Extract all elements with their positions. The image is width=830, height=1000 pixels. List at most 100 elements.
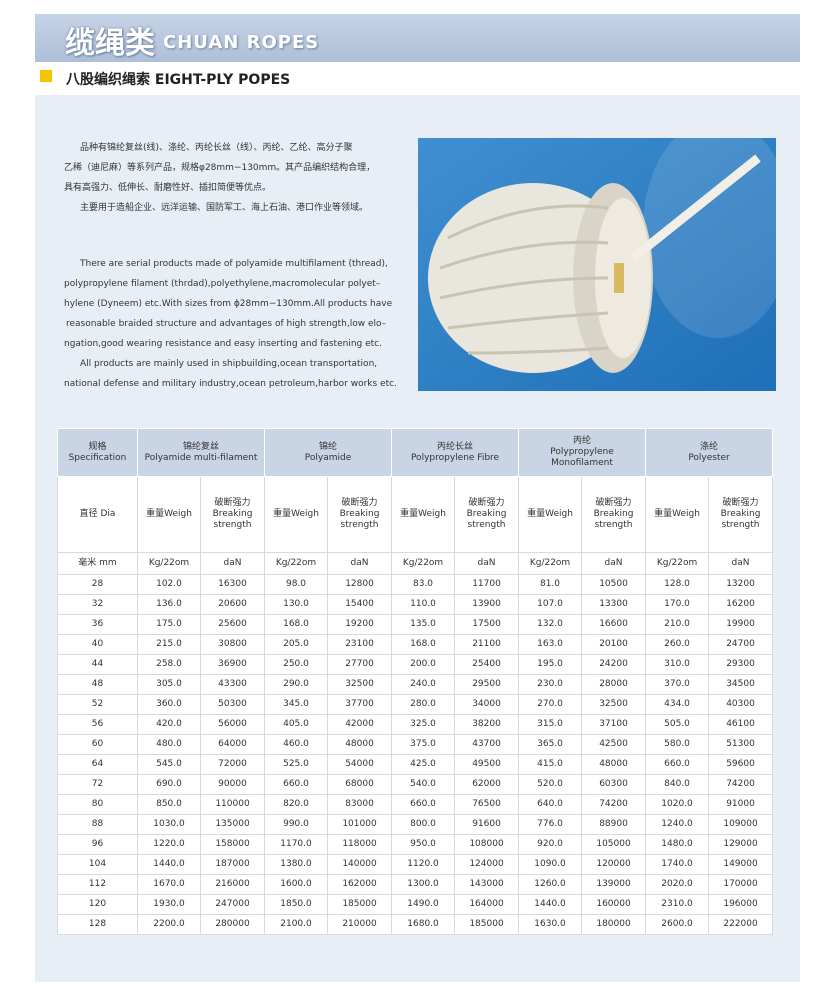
data-cell: 425.0 [391,754,456,775]
intro-cn-line: 乙稀（迪尼麻）等系列产品，规格φ28mm−130mm。其产品编织结构合理， [64,163,376,173]
data-cell: 40 [57,634,138,655]
data-cell: 505.0 [645,714,710,735]
data-cell: 12800 [326,574,393,595]
data-cell: 23100 [326,634,393,655]
data-row: 36 175.0 25600 168.0 19200 135.0 17500 132.0 166… [57,614,774,635]
subheader-line: 重量Weigh [400,509,446,519]
spec-table: 规格 Specification 锦纶复丝 Polyamide multi-filam… [57,428,774,935]
unit-cell: daN [326,552,393,575]
data-cell: 19200 [326,614,393,635]
data-cell: 143000 [454,874,520,895]
data-cell: 25400 [454,654,520,675]
data-cell: 149000 [708,854,774,875]
banner: 缆绳类 CHUAN ROPES [35,14,800,62]
section-title-en: EIGHT-PLY POPES [154,72,291,88]
data-cell: 38200 [454,714,520,735]
data-cell: 98.0 [264,574,328,595]
data-cell: 580.0 [645,734,710,755]
data-cell: 108000 [454,834,520,855]
data-cell: 49500 [454,754,520,775]
subheader-line: 破断强力 [214,498,251,508]
data-cell: 37700 [326,694,393,715]
data-cell: 80 [57,794,138,815]
intro-en-line: All products are mainly used in shipbuil… [80,359,378,369]
data-cell: 1020.0 [645,794,710,815]
data-cell: 29500 [454,674,520,695]
data-row: 72 690.0 90000 660.0 68000 540.0 62000 520.0 603… [57,774,774,795]
data-cell: 1440.0 [518,894,583,915]
data-cell: 107.0 [518,594,583,615]
data-cell: 660.0 [645,754,710,775]
unit-cell: daN [454,552,520,575]
data-cell: 850.0 [137,794,201,815]
data-cell: 215.0 [137,634,201,655]
subheader-cell: 重量Weigh [264,476,328,553]
data-cell: 1680.0 [391,914,456,935]
subheader-cell: 直径 Dia [57,476,138,553]
subheader-line: Breaking [339,509,380,519]
data-cell: 1220.0 [137,834,201,855]
data-cell: 1300.0 [391,874,456,895]
unit-cell: daN [200,552,265,575]
data-cell: 1630.0 [518,914,583,935]
group-header: 锦纶复丝 Polyamide multi-filament [137,428,265,477]
data-cell: 160000 [581,894,647,915]
data-cell: 90000 [200,774,265,795]
data-cell: 280.0 [391,694,456,715]
data-cell: 168.0 [391,634,456,655]
subheader-line: 破断强力 [722,498,759,508]
data-cell: 46100 [708,714,774,735]
unit-cell: Kg/22om [391,552,456,575]
header-row: 规格 Specification 锦纶复丝 Polyamide multi-filam… [57,428,774,477]
group-header-cn: 丙纶长丝 [437,441,474,452]
data-cell: 43700 [454,734,520,755]
data-cell: 196000 [708,894,774,915]
data-cell: 83.0 [391,574,456,595]
data-cell: 64000 [200,734,265,755]
data-cell: 118000 [326,834,393,855]
data-cell: 2200.0 [137,914,201,935]
data-cell: 216000 [200,874,265,895]
banner-title-en: CHUAN ROPES [163,32,320,53]
spec-header-line: Specification [68,452,127,463]
data-cell: 800.0 [391,814,456,835]
data-cell: 247000 [200,894,265,915]
subheader-cell: 破断强力 Breaking strength [708,476,774,553]
data-row: 44 258.0 36900 250.0 27700 200.0 25400 195.0 242… [57,654,774,675]
data-cell: 1930.0 [137,894,201,915]
spec-header-line: 规格 [88,441,107,452]
data-cell: 920.0 [518,834,583,855]
subheader-cell: 破断强力 Breaking strength [454,476,520,553]
data-cell: 1120.0 [391,854,456,875]
intro-en-line: national defense and military industry,o… [64,379,397,389]
data-cell: 525.0 [264,754,328,775]
data-cell: 68000 [326,774,393,795]
data-cell: 21100 [454,634,520,655]
subheader-line: 重量Weigh [146,509,192,519]
group-header-en: Polypropylene Fibre [410,452,500,463]
data-cell: 25600 [200,614,265,635]
data-cell: 15400 [326,594,393,615]
intro-cn-line: 具有高强力、低伸长、耐磨性好、插扣简便等优点。 [64,183,272,193]
unit-cell: Kg/22om [518,552,583,575]
data-cell: 109000 [708,814,774,835]
subheader-line: 重量Weigh [273,509,319,519]
data-cell: 1440.0 [137,854,201,875]
data-cell: 104 [57,854,138,875]
data-cell: 222000 [708,914,774,935]
data-cell: 13900 [454,594,520,615]
group-header: 丙纶长丝 Polypropylene Fibre [391,428,520,477]
data-cell: 40300 [708,694,774,715]
data-cell: 260.0 [645,634,710,655]
data-cell: 270.0 [518,694,583,715]
data-cell: 2020.0 [645,874,710,895]
data-cell: 130.0 [264,594,328,615]
data-cell: 120 [57,894,138,915]
group-header-cn: 锦纶 [319,441,338,452]
data-cell: 1030.0 [137,814,201,835]
data-cell: 210000 [326,914,393,935]
data-cell: 16600 [581,614,647,635]
data-cell: 520.0 [518,774,583,795]
data-cell: 136.0 [137,594,201,615]
data-cell: 110.0 [391,594,456,615]
